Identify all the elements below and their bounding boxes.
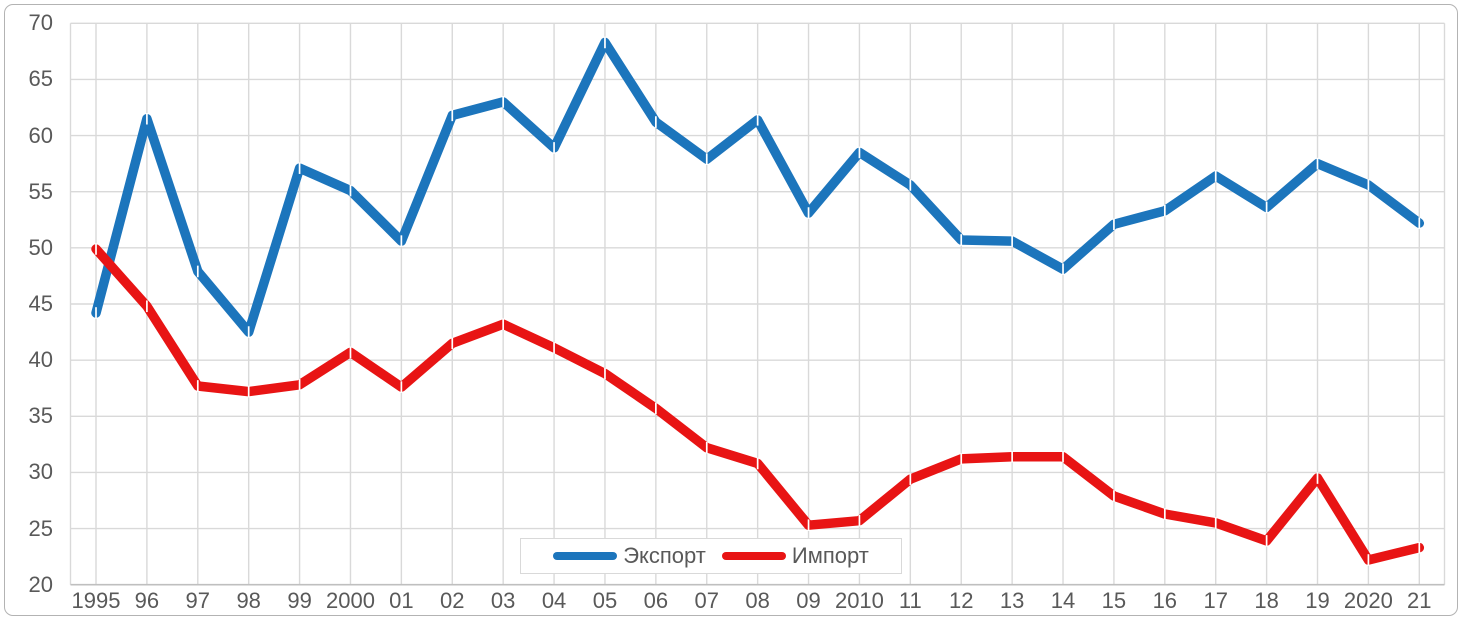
y-tick-label: 45 <box>28 291 53 316</box>
x-tick-label: 2010 <box>834 588 884 613</box>
y-tick-label: 65 <box>28 66 53 92</box>
line-chart-frame: 70 65 60 55 50 45 40 35 30 25 20 1995 96 97 98 99 2000 0… <box>4 4 1458 616</box>
x-tick-label: 09 <box>796 588 821 613</box>
legend-label-import: Импорт <box>791 543 869 568</box>
y-tick-label: 20 <box>28 571 53 597</box>
y-tick-label: 30 <box>28 459 53 485</box>
x-tick-label: 12 <box>948 588 974 613</box>
x-tick-label: 98 <box>236 588 261 613</box>
x-tick-label: 07 <box>694 588 719 613</box>
x-tick-label: 08 <box>745 588 770 613</box>
x-tick-label: 03 <box>490 588 516 613</box>
x-tick-label: 17 <box>1203 588 1228 613</box>
x-tick-label: 06 <box>643 588 669 613</box>
x-tick-label: 14 <box>1050 588 1076 613</box>
export-line-sample-icon <box>553 552 618 560</box>
x-tick-label: 05 <box>592 588 618 613</box>
x-tick-label: 97 <box>185 588 211 613</box>
y-tick-label: 40 <box>28 347 53 373</box>
y-tick-label: 70 <box>28 10 53 36</box>
x-tick-label: 11 <box>898 588 922 613</box>
y-tick-label: 60 <box>28 122 53 148</box>
y-tick-label: 50 <box>28 234 53 260</box>
legend-label-export: Экспорт <box>623 543 706 568</box>
x-tick-label: 99 <box>287 588 312 613</box>
line-chart-plot <box>69 22 1446 586</box>
x-tick-label: 13 <box>999 588 1025 613</box>
import-line-sample-icon <box>721 552 786 560</box>
x-tick-label: 15 <box>1101 588 1127 613</box>
x-tick-label: 1995 <box>71 588 121 613</box>
x-tick-label: 01 <box>389 588 414 613</box>
x-tick-label: 16 <box>1152 588 1178 613</box>
x-tick-label: 04 <box>541 588 567 613</box>
x-tick-label: 21 <box>1407 588 1432 613</box>
x-tick-label: 2000 <box>325 588 375 613</box>
legend-item-export: Экспорт <box>553 544 706 568</box>
x-tick-label: 18 <box>1254 588 1279 613</box>
y-tick-label: 35 <box>28 403 53 429</box>
x-tick-label: 19 <box>1305 588 1330 613</box>
y-tick-label: 25 <box>28 515 53 541</box>
x-tick-label: 96 <box>134 588 160 613</box>
legend-item-import: Импорт <box>721 543 869 568</box>
legend: Экспорт Импорт <box>520 538 902 574</box>
x-tick-label: 02 <box>440 588 465 613</box>
x-tick-label: 2020 <box>1343 588 1393 613</box>
y-tick-label: 55 <box>28 178 53 204</box>
